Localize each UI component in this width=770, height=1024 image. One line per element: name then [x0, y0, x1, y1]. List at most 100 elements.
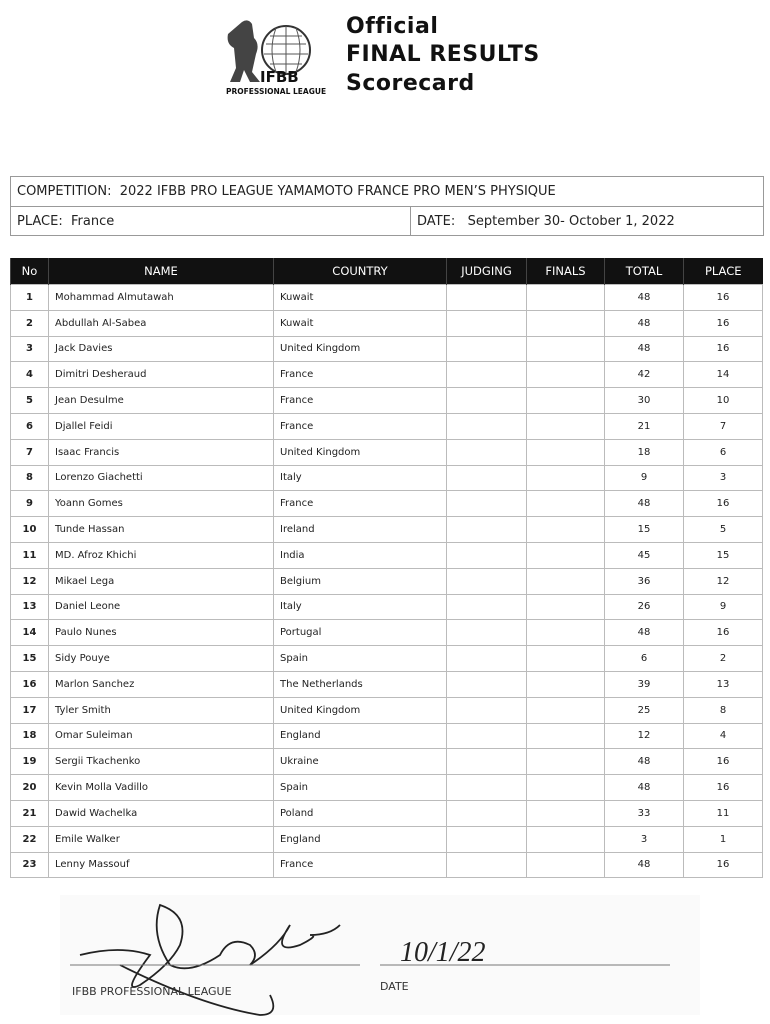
table-body: 1 Mohammad Almutawah Kuwait 48 16 2 Abdullah A…	[10, 284, 763, 879]
number-cell: 7	[10, 438, 49, 466]
finals-cell	[526, 645, 605, 672]
result-row: 14 Paulo Nunes Portugal 48 16	[10, 619, 763, 647]
judging-cell	[446, 722, 527, 750]
finals-cell	[526, 825, 605, 853]
finals-cell	[526, 309, 605, 337]
country-cell: Italy	[273, 593, 447, 621]
date-cell: DATE: September 30- October 1, 2022	[411, 207, 675, 235]
name-cell: Daniel Leone	[48, 593, 274, 621]
date-label: DATE:	[417, 214, 456, 229]
finals-cell	[526, 567, 605, 595]
header-row: No NAME COUNTRY JUDGING FINALS TOTAL PLACE	[10, 258, 763, 285]
total-cell: 25	[604, 696, 684, 724]
total-cell: 12	[604, 722, 684, 750]
finals-cell	[526, 516, 605, 543]
total-cell: 48	[604, 774, 684, 801]
column-header: No	[10, 258, 49, 285]
name-cell: Sergii Tkachenko	[48, 748, 274, 776]
judging-cell	[446, 335, 527, 363]
name-cell: Mikael Lega	[48, 567, 274, 595]
judging-cell	[446, 387, 527, 414]
date-label: DATE	[380, 980, 409, 993]
result-row: 23 Lenny Massouf France 48 16	[10, 851, 763, 879]
number-cell: 3	[10, 335, 49, 363]
finals-cell	[526, 851, 605, 879]
result-row: 9 Yoann Gomes France 48 16	[10, 490, 763, 518]
result-row: 22 Emile Walker England 3 1	[10, 825, 763, 853]
judging-cell	[446, 645, 527, 672]
result-row: 6 Djallel Feidi France 21 7	[10, 412, 763, 440]
result-row: 7 Isaac Francis United Kingdom 18 6	[10, 438, 763, 466]
logo: IFBB PROFESSIONAL LEAGUE	[226, 20, 326, 96]
country-cell: Ireland	[273, 516, 447, 543]
total-cell: 48	[604, 335, 684, 363]
finals-cell	[526, 361, 605, 389]
judging-cell	[446, 825, 527, 853]
column-header: NAME	[48, 258, 274, 285]
name-cell: Jean Desulme	[48, 387, 274, 414]
number-cell: 18	[10, 722, 49, 750]
place-cell: 10	[683, 387, 763, 414]
total-cell: 39	[604, 670, 684, 698]
name-cell: Tyler Smith	[48, 696, 274, 724]
place-cell: 5	[683, 516, 763, 543]
place-cell: 12	[683, 567, 763, 595]
finals-cell	[526, 490, 605, 518]
number-cell: 2	[10, 309, 49, 337]
number-cell: 12	[10, 567, 49, 595]
country-cell: Kuwait	[273, 284, 447, 311]
total-cell: 6	[604, 645, 684, 672]
country-cell: Spain	[273, 774, 447, 801]
result-row: 3 Jack Davies United Kingdom 48 16	[10, 335, 763, 363]
number-cell: 9	[10, 490, 49, 518]
place-label: PLACE:	[17, 214, 63, 229]
finals-cell	[526, 748, 605, 776]
judging-cell	[446, 593, 527, 621]
total-cell: 45	[604, 541, 684, 569]
number-cell: 6	[10, 412, 49, 440]
place-cell: 16	[683, 748, 763, 776]
place-cell: 16	[683, 309, 763, 337]
column-header: TOTAL	[604, 258, 684, 285]
result-row: 19 Sergii Tkachenko Ukraine 48 16	[10, 748, 763, 776]
number-cell: 10	[10, 516, 49, 543]
logo-text: IFBB	[260, 68, 299, 86]
finals-cell	[526, 696, 605, 724]
finals-cell	[526, 593, 605, 621]
competition-label: COMPETITION:	[17, 184, 112, 199]
judging-cell	[446, 516, 527, 543]
column-header: COUNTRY	[273, 258, 447, 285]
number-cell: 4	[10, 361, 49, 389]
result-row: 12 Mikael Lega Belgium 36 12	[10, 567, 763, 595]
result-row: 2 Abdullah Al-Sabea Kuwait 48 16	[10, 309, 763, 337]
result-row: 4 Dimitri Desheraud France 42 14	[10, 361, 763, 389]
place-cell: 13	[683, 670, 763, 698]
place-cell: 16	[683, 619, 763, 647]
result-row: 20 Kevin Molla Vadillo Spain 48 16	[10, 774, 763, 801]
finals-cell	[526, 799, 605, 827]
place-cell: 9	[683, 593, 763, 621]
title-line: Official	[346, 14, 439, 39]
column-header: FINALS	[526, 258, 605, 285]
number-cell: 1	[10, 284, 49, 311]
number-cell: 8	[10, 464, 49, 492]
judging-cell	[446, 309, 527, 337]
results-table: No NAME COUNTRY JUDGING FINALS TOTAL PLACE 1 Mo…	[10, 258, 763, 879]
country-cell: France	[273, 851, 447, 879]
total-cell: 48	[604, 619, 684, 647]
judging-cell	[446, 619, 527, 647]
finals-cell	[526, 464, 605, 492]
place-cell: 16	[683, 851, 763, 879]
name-cell: Yoann Gomes	[48, 490, 274, 518]
total-cell: 36	[604, 567, 684, 595]
number-cell: 16	[10, 670, 49, 698]
result-row: 15 Sidy Pouye Spain 6 2	[10, 645, 763, 672]
number-cell: 11	[10, 541, 49, 569]
title-line: FINAL RESULTS	[346, 42, 540, 67]
judging-cell	[446, 284, 527, 311]
competition: 2022 IFBB PRO LEAGUE YAMAMOTO FRANCE PRO…	[119, 184, 556, 199]
name-cell: Sidy Pouye	[48, 645, 274, 672]
number-cell: 22	[10, 825, 49, 853]
total-cell: 3	[604, 825, 684, 853]
finals-cell	[526, 670, 605, 698]
